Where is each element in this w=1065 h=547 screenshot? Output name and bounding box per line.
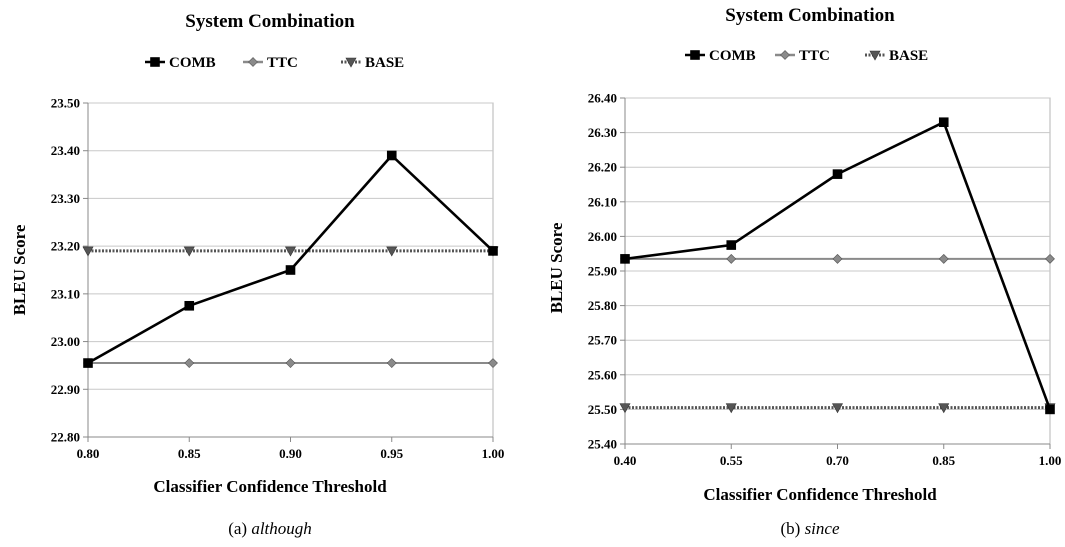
y-tick-label: 25.60 — [588, 367, 617, 382]
data-point-base — [284, 246, 297, 257]
series-comb — [83, 150, 498, 368]
y-tick-label: 26.30 — [588, 125, 617, 140]
legend-label: TTC — [267, 55, 298, 71]
legend-swatch-marker — [690, 50, 700, 60]
x-tick-label: 0.70 — [826, 453, 849, 468]
data-point-base — [725, 403, 737, 414]
data-point-comb — [938, 117, 949, 128]
data-point-comb — [285, 265, 296, 275]
legend-swatch-marker — [780, 50, 790, 60]
legend-label: COMB — [169, 55, 216, 71]
data-point-ttc — [726, 253, 737, 264]
x-tick-label: 0.85 — [178, 446, 201, 461]
series-comb — [620, 117, 1055, 415]
chart-panel-a: System Combination COMB TTC BASE Classifie… — [10, 11, 504, 538]
plot-area: 22.80 22.90 23.00 23.10 23.20 23.30 23.40 23.50… — [51, 96, 505, 462]
legend-item-ttc: TTC — [775, 48, 830, 64]
data-point-comb — [386, 150, 397, 161]
legend-item-ttc: TTC — [243, 55, 298, 71]
x-tick-label: 0.85 — [932, 453, 955, 468]
data-point-base — [386, 246, 398, 257]
data-point-comb — [620, 254, 630, 264]
y-tick-label: 23.10 — [51, 286, 80, 301]
x-tick-label: 0.90 — [279, 446, 302, 461]
data-point-ttc — [386, 358, 397, 368]
figure-caption: (a) although — [228, 519, 312, 538]
y-tick-label: 26.10 — [588, 194, 617, 209]
y-tick-label: 23.40 — [51, 143, 80, 158]
data-point-base — [82, 246, 94, 257]
y-tick-label: 25.80 — [588, 298, 617, 313]
data-point-base — [938, 403, 950, 414]
x-tick-label: 1.00 — [482, 446, 505, 461]
legend-label: COMB — [709, 48, 756, 64]
y-tick-label: 26.00 — [588, 229, 617, 244]
figure-caption: (b) since — [780, 519, 839, 538]
y-tick-label: 26.20 — [588, 160, 617, 175]
y-tick-label: 23.30 — [51, 191, 80, 206]
data-point-comb — [184, 300, 195, 311]
caption-prefix: (b) — [780, 519, 800, 538]
data-point-ttc — [938, 253, 949, 264]
y-tick-label: 22.90 — [51, 382, 80, 397]
y-tick-label: 25.50 — [588, 402, 617, 417]
x-tick-label: 0.95 — [380, 446, 403, 461]
chart-title: System Combination — [725, 5, 895, 26]
y-tick-label: 23.00 — [51, 334, 80, 349]
data-point-ttc — [1045, 253, 1055, 264]
y-axis-label: BLEU Score — [10, 224, 29, 315]
y-axis-label: BLEU Score — [547, 222, 566, 313]
data-point-comb — [83, 358, 93, 368]
data-point-ttc — [285, 358, 296, 368]
data-point-ttc — [488, 358, 498, 368]
legend-label: BASE — [365, 55, 404, 71]
y-tick-label: 22.80 — [51, 430, 80, 445]
chart-legend: COMB TTC BASE — [145, 55, 404, 71]
legend-label: TTC — [799, 48, 830, 64]
y-tick-label: 25.90 — [588, 264, 617, 279]
data-point-base — [183, 246, 195, 257]
chart-title: System Combination — [185, 11, 355, 32]
legend-swatch-marker — [345, 57, 357, 68]
data-point-comb — [832, 169, 843, 179]
legend-item-base: BASE — [865, 48, 928, 64]
legend-label: BASE — [889, 48, 928, 64]
x-tick-label: 0.40 — [614, 453, 637, 468]
legend-swatch-marker — [869, 50, 881, 61]
y-tick-label: 23.20 — [51, 239, 80, 254]
caption-word: since — [805, 519, 840, 538]
x-axis-label: Classifier Confidence Threshold — [703, 485, 937, 504]
caption-word: although — [251, 519, 311, 538]
legend-swatch-marker — [248, 57, 258, 67]
legend-swatch-marker — [150, 57, 160, 67]
data-point-ttc — [184, 358, 195, 368]
x-tick-label: 0.80 — [77, 446, 100, 461]
legend-item-base: BASE — [341, 55, 404, 71]
data-point-ttc — [832, 253, 843, 264]
x-tick-label: 1.00 — [1039, 453, 1062, 468]
chart-panel-b: System Combination COMB TTC BASE Classifie… — [547, 5, 1061, 538]
plot-area: 25.40 25.50 25.60 25.70 25.80 25.90 26.00 26.10… — [588, 91, 1062, 469]
y-tick-label: 23.50 — [51, 96, 80, 111]
x-axis-label: Classifier Confidence Threshold — [153, 477, 387, 496]
series-base — [82, 246, 499, 257]
y-tick-label: 25.70 — [588, 333, 617, 348]
data-point-comb — [488, 246, 498, 256]
data-point-comb — [726, 240, 737, 250]
legend-item-comb: COMB — [685, 48, 756, 64]
legend-item-comb: COMB — [145, 55, 216, 71]
caption-prefix: (a) — [228, 519, 247, 538]
data-point-base — [831, 403, 844, 414]
chart-legend: COMB TTC BASE — [685, 48, 928, 64]
x-tick-label: 0.55 — [720, 453, 743, 468]
y-tick-label: 25.40 — [588, 437, 617, 452]
data-point-comb — [1045, 404, 1055, 415]
y-tick-label: 26.40 — [588, 91, 617, 106]
data-point-base — [619, 403, 631, 414]
